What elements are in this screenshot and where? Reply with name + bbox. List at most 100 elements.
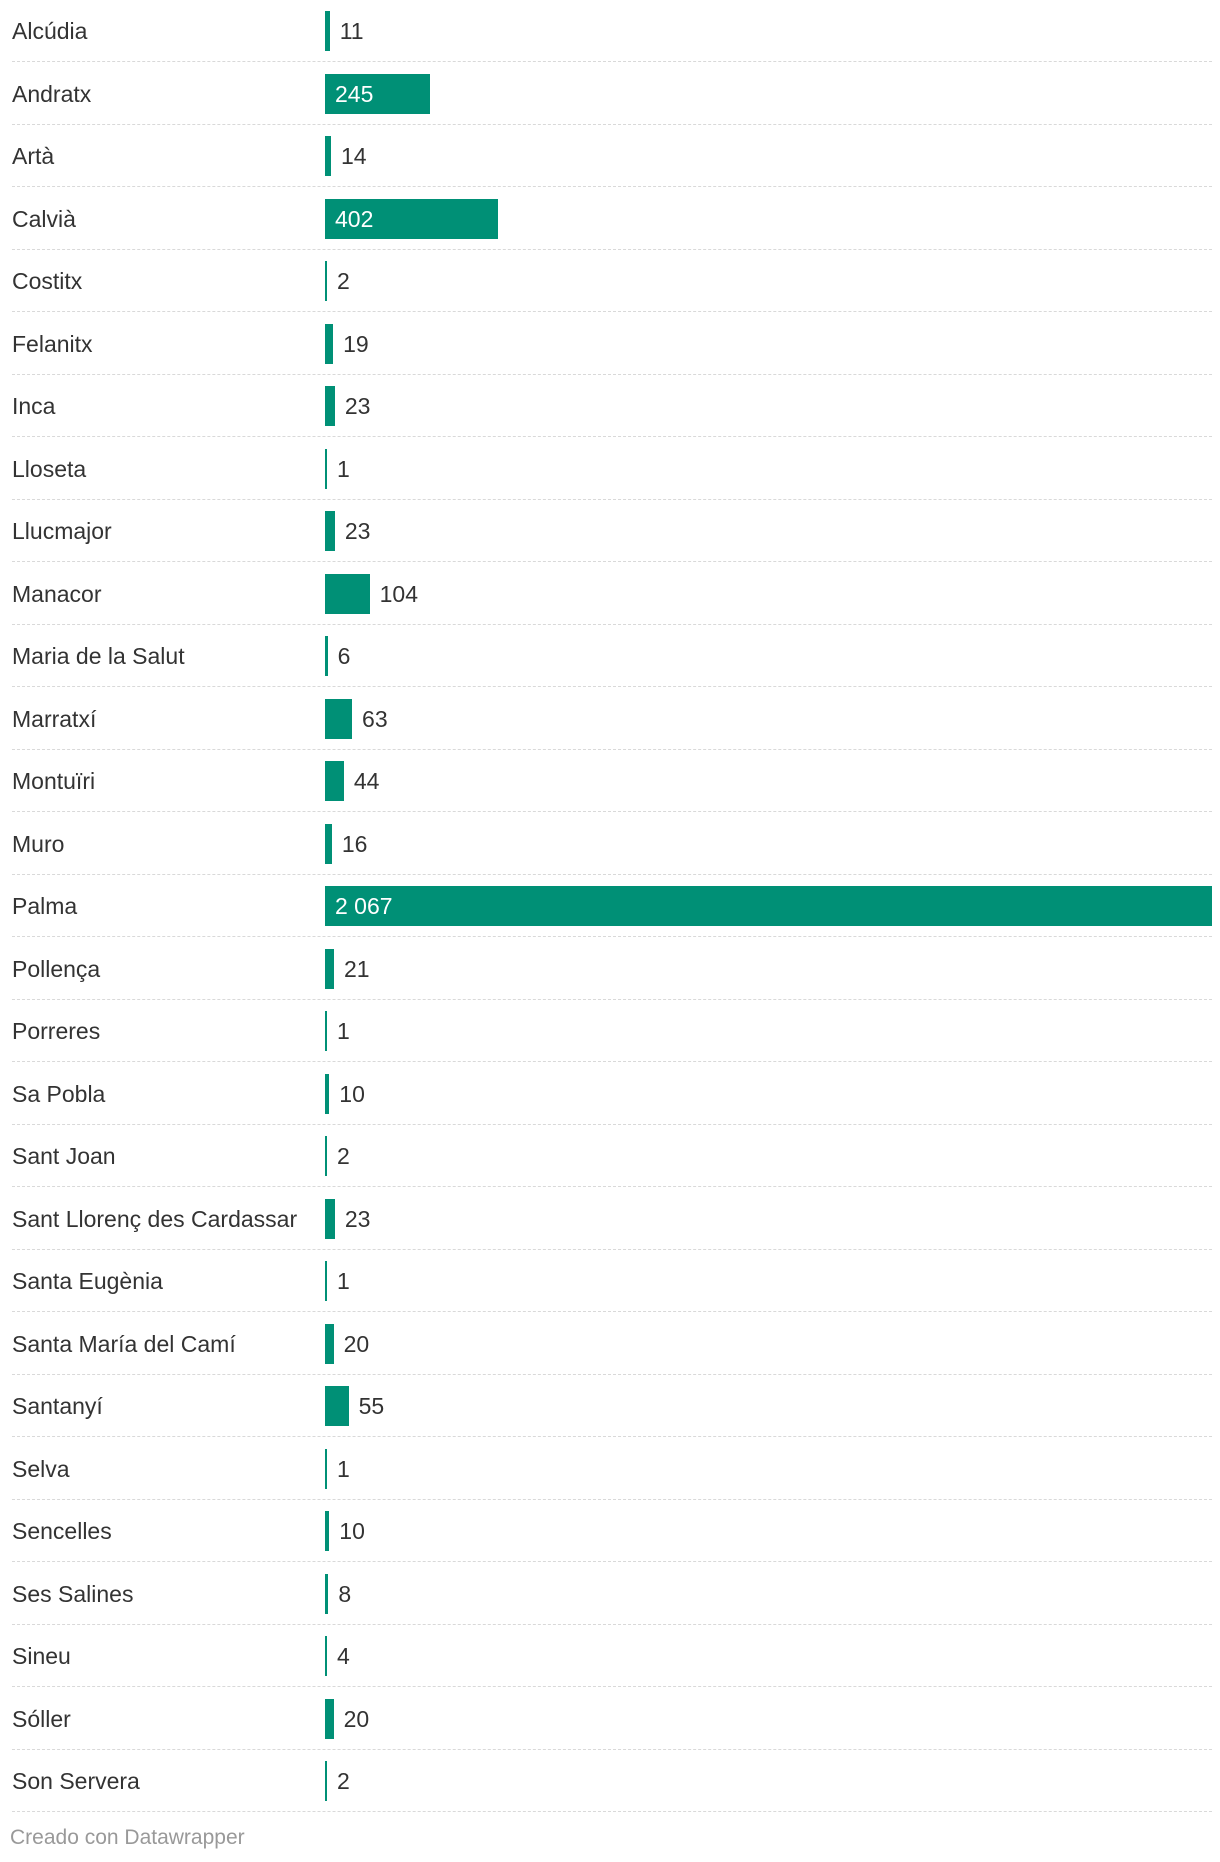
bar [325, 1761, 327, 1801]
bar [325, 948, 334, 989]
bar [325, 73, 431, 114]
row-separator [12, 436, 1212, 437]
bar-chart: Alcúdia 11 Andratx 245 Artà 14 Calvià 402 Costit… [12, 11, 1212, 1812]
category-label: Sineu [12, 1643, 71, 1669]
bar-row: Inca 23 [12, 375, 1212, 437]
value-label: 63 [362, 705, 388, 732]
bar [325, 636, 328, 676]
bar [325, 1573, 329, 1614]
bar [325, 1448, 327, 1489]
bar [325, 1636, 327, 1676]
bar [325, 823, 332, 864]
bar [325, 448, 327, 489]
row-separator [12, 1373, 1212, 1375]
category-label: Sóller [12, 1705, 71, 1732]
row-separator [12, 623, 1212, 625]
bar-row: Marratxí 63 [12, 688, 1212, 750]
value-label: 1 [337, 1455, 350, 1482]
bar [325, 1323, 334, 1364]
row-separator [12, 248, 1212, 250]
bar-row: Calvià 402 [12, 188, 1212, 250]
row-separator [12, 311, 1212, 312]
row-separator [12, 373, 1212, 375]
bar [325, 698, 353, 739]
bar-row: Selva 1 [12, 1438, 1212, 1500]
value-label: 10 [339, 1080, 365, 1107]
credit-text: Creado con Datawrapper [10, 1826, 245, 1849]
bar-row: Sant Joan 2 [12, 1125, 1212, 1187]
row-separator [12, 498, 1212, 500]
row-separator [12, 561, 1212, 562]
row-separator [12, 1248, 1212, 1250]
bar-row: Sóller 20 [12, 1688, 1212, 1750]
value-label: 2 [337, 268, 350, 294]
category-label: Pollença [12, 955, 101, 982]
category-label: Andratx [12, 80, 92, 107]
bar-row: Ses Salines 8 [12, 1563, 1212, 1625]
category-label: Santanyí [12, 1393, 103, 1419]
bar-row: Palma 2 067 [12, 875, 1212, 937]
category-label: Llucmajor [12, 518, 112, 544]
bar-row: Sa Pobla 10 [12, 1063, 1212, 1125]
row-separator [12, 61, 1212, 62]
category-label: Santa María del Camí [12, 1330, 236, 1357]
category-label: Costitx [12, 268, 83, 294]
category-label: Son Servera [12, 1768, 140, 1794]
bar [325, 511, 335, 551]
row-separator [12, 1811, 1212, 1812]
bar-row: Artà 14 [12, 125, 1212, 187]
bar-row: Pollença 21 [12, 938, 1212, 1000]
row-separator [12, 1686, 1212, 1687]
bar [325, 323, 334, 364]
row-separator [12, 1436, 1212, 1437]
row-separator [12, 1748, 1212, 1750]
row-separator [12, 1498, 1212, 1500]
value-label: 20 [343, 1330, 370, 1357]
bar-row: Sant Llorenç des Cardassar 23 [12, 1188, 1212, 1250]
bar [325, 1136, 327, 1176]
value-label: 21 [344, 955, 370, 982]
row-separator [12, 123, 1212, 125]
bar-row: Lloseta 1 [12, 438, 1212, 500]
bar [325, 261, 327, 301]
value-label: 23 [344, 518, 371, 544]
bar-row: Sencelles 10 [12, 1500, 1212, 1562]
category-label: Porreres [12, 1018, 101, 1044]
category-label: Montuïri [12, 768, 96, 794]
row-separator [12, 186, 1212, 187]
value-label: 104 [379, 580, 418, 607]
value-label: 20 [343, 1705, 370, 1732]
row-separator [12, 936, 1212, 937]
bar-row: Montuïri 44 [12, 750, 1212, 812]
value-label: 44 [353, 768, 380, 794]
row-separator [12, 873, 1212, 875]
bar [325, 886, 1212, 926]
category-label: Marratxí [12, 705, 97, 732]
row-separator [12, 1061, 1212, 1062]
value-label: 11 [339, 18, 364, 44]
bar [325, 136, 331, 176]
value-label: 2 067 [335, 893, 393, 919]
bar-row: Felanitx 19 [12, 313, 1212, 375]
value-label: 19 [343, 330, 369, 357]
bar-row: Santanyí 55 [12, 1375, 1212, 1437]
category-label: Sencelles [12, 1518, 112, 1544]
bar-row: Sineu 4 [12, 1625, 1212, 1687]
category-label: Maria de la Salut [12, 643, 185, 669]
category-label: Artà [12, 143, 55, 169]
value-label: 1 [337, 455, 350, 482]
row-separator [12, 998, 1212, 1000]
category-label: Inca [12, 393, 56, 419]
bar-row: Muro 16 [12, 813, 1212, 875]
bar [325, 198, 498, 239]
bar [325, 1386, 349, 1426]
row-separator [12, 686, 1212, 687]
value-label: 6 [337, 643, 351, 669]
category-label: Calvià [12, 205, 76, 232]
category-label: Sa Pobla [12, 1080, 106, 1107]
value-label: 4 [337, 1643, 350, 1669]
category-label: Manacor [12, 580, 102, 607]
category-label: Sant Joan [12, 1143, 116, 1169]
bar [325, 761, 344, 801]
row-separator [12, 1186, 1212, 1187]
